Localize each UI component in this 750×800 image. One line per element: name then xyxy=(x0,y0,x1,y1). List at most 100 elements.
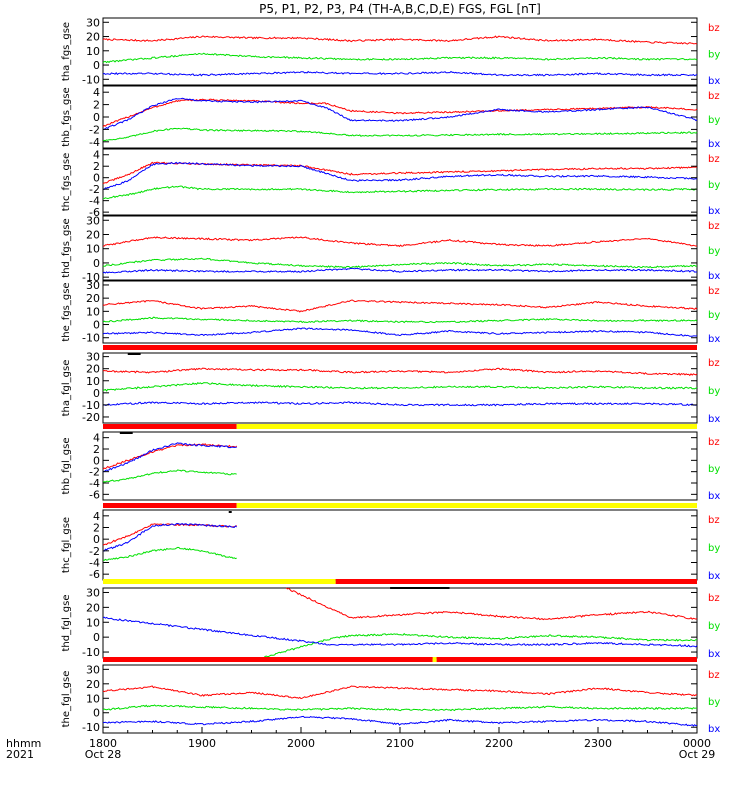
series-line-bx xyxy=(102,70,698,77)
mode-bar-mark xyxy=(127,353,141,355)
series-line-bz xyxy=(285,587,698,621)
mode-bar-segment xyxy=(103,424,237,429)
legend-by: by xyxy=(708,697,720,708)
y-tick-label: 2 xyxy=(93,443,100,456)
legend-bz: bz xyxy=(708,286,720,297)
x-date-start: Oct 28 xyxy=(85,748,122,761)
y-axis-label: thc_fgl_gse xyxy=(61,517,72,573)
y-tick-label: 10 xyxy=(86,243,100,256)
series-line-bx xyxy=(103,161,698,190)
panel-frame xyxy=(102,215,698,281)
legend-bz: bz xyxy=(708,593,720,604)
legend-by: by xyxy=(708,180,720,191)
legend-bx: bx xyxy=(708,334,720,345)
y-tick-label: -2 xyxy=(89,123,100,136)
legend-bz: bz xyxy=(708,670,720,681)
panel-frame xyxy=(102,148,698,216)
series-line-by xyxy=(102,316,698,324)
legend-bz: bz xyxy=(708,91,720,102)
y-tick-label: 30 xyxy=(86,351,100,364)
x-tick-label: 2200 xyxy=(485,737,513,750)
panel-frame xyxy=(102,509,698,581)
panel-frame xyxy=(102,664,698,734)
y-axis-label: tha_fgl_gse xyxy=(61,360,72,417)
time-axis: 1800 1900 2000 2100 2200 2300 0000 Oct 28 Oct 29… xyxy=(6,727,715,761)
series-line-by xyxy=(102,52,698,64)
y-tick-label: -6 xyxy=(89,488,100,501)
y-tick-label: 0 xyxy=(93,387,100,400)
legend-bx: bx xyxy=(708,491,720,502)
y-tick-label: 2 xyxy=(93,160,100,173)
y-tick-label: 20 xyxy=(86,292,100,305)
panel-frame xyxy=(102,85,698,149)
series-line-bx xyxy=(102,522,238,552)
y-tick-label: 4 xyxy=(93,432,100,445)
y-tick-label: 30 xyxy=(86,279,100,292)
y-tick-label: 10 xyxy=(86,692,100,705)
series-line-by xyxy=(102,546,237,561)
x-tick-label: 1800 xyxy=(89,737,117,750)
y-tick-label: -4 xyxy=(89,477,100,490)
legend-bx: bx xyxy=(708,271,720,282)
legend-bz: bz xyxy=(708,154,720,165)
y-axis-label: tha_fgs_gse xyxy=(61,22,72,81)
series-line-bx xyxy=(102,267,697,274)
y-tick-label: -2 xyxy=(89,466,100,479)
plot-title: P5, P1, P2, P3, P4 (TH-A,B,C,D,E) FGS, F… xyxy=(259,2,541,16)
y-tick-label: 0 xyxy=(93,533,100,546)
mode-bars-group xyxy=(103,345,697,662)
y-tick-label: 20 xyxy=(86,31,100,44)
mode-bar-mark xyxy=(119,432,133,434)
y-tick-label: 4 xyxy=(93,86,100,99)
x-row-label: hhmm xyxy=(6,737,41,750)
panel-thc_fgs_gse: 420-2-4-6 thc_fgs_gse bz by bx xyxy=(61,148,720,219)
y-tick-label: 10 xyxy=(86,616,100,629)
y-tick-label: 0 xyxy=(93,59,100,72)
y-tick-label: -10 xyxy=(82,271,100,284)
y-tick-label: -4 xyxy=(89,557,100,570)
y-tick-label: -6 xyxy=(89,206,100,219)
x-row-label: 2021 xyxy=(6,748,34,761)
mode-bar-mark xyxy=(390,587,450,589)
y-tick-label: -2 xyxy=(89,545,100,558)
y-tick-label: -10 xyxy=(82,332,100,345)
series-line-by xyxy=(102,704,698,712)
mode-bar-1 xyxy=(103,424,697,434)
series-line-bz xyxy=(102,236,697,248)
panel-thb_fgs_gse: 420-2-4 thb_fgs_gse bz by bx xyxy=(61,85,720,150)
series-line-bz xyxy=(102,35,698,45)
mode-bar-segment xyxy=(432,657,437,662)
y-axis-label: the_fgs_gse xyxy=(61,282,72,341)
legend-bz: bz xyxy=(708,515,720,526)
legend-by: by xyxy=(708,621,720,632)
y-tick-label: -6 xyxy=(89,568,100,581)
series-line-bx xyxy=(102,401,698,407)
mode-bar-0 xyxy=(103,345,697,355)
y-tick-label: -4 xyxy=(89,195,100,208)
y-tick-label: 0 xyxy=(93,111,100,124)
y-tick-label: 20 xyxy=(86,678,100,691)
y-tick-label: 2 xyxy=(93,522,100,535)
y-tick-label: 0 xyxy=(93,631,100,644)
mode-bar-segment xyxy=(103,345,697,350)
y-axis-label: thb_fgl_gse xyxy=(61,438,72,495)
panel-frame xyxy=(102,17,698,86)
mode-bar-segment xyxy=(236,503,697,508)
y-axis-label: the_fgl_gse xyxy=(61,671,72,728)
series-line-bz xyxy=(102,367,698,377)
panel-thd_fgl_gse: 30 20 10 0 -10 thd_fgl_gse bz by bx xyxy=(61,586,720,660)
mode-bar-segment xyxy=(436,657,697,662)
legend-by: by xyxy=(708,386,720,397)
legend-by: by xyxy=(708,310,720,321)
y-tick-label: 20 xyxy=(86,228,100,241)
y-tick-label: -10 xyxy=(82,73,100,86)
y-axis-label: thb_fgs_gse xyxy=(61,87,72,146)
y-tick-label: -10 xyxy=(82,646,100,659)
legend-bz: bz xyxy=(708,437,720,448)
legend-bx: bx xyxy=(708,206,720,217)
x-date-end: Oct 29 xyxy=(679,748,716,761)
mode-bar-4 xyxy=(103,657,697,662)
